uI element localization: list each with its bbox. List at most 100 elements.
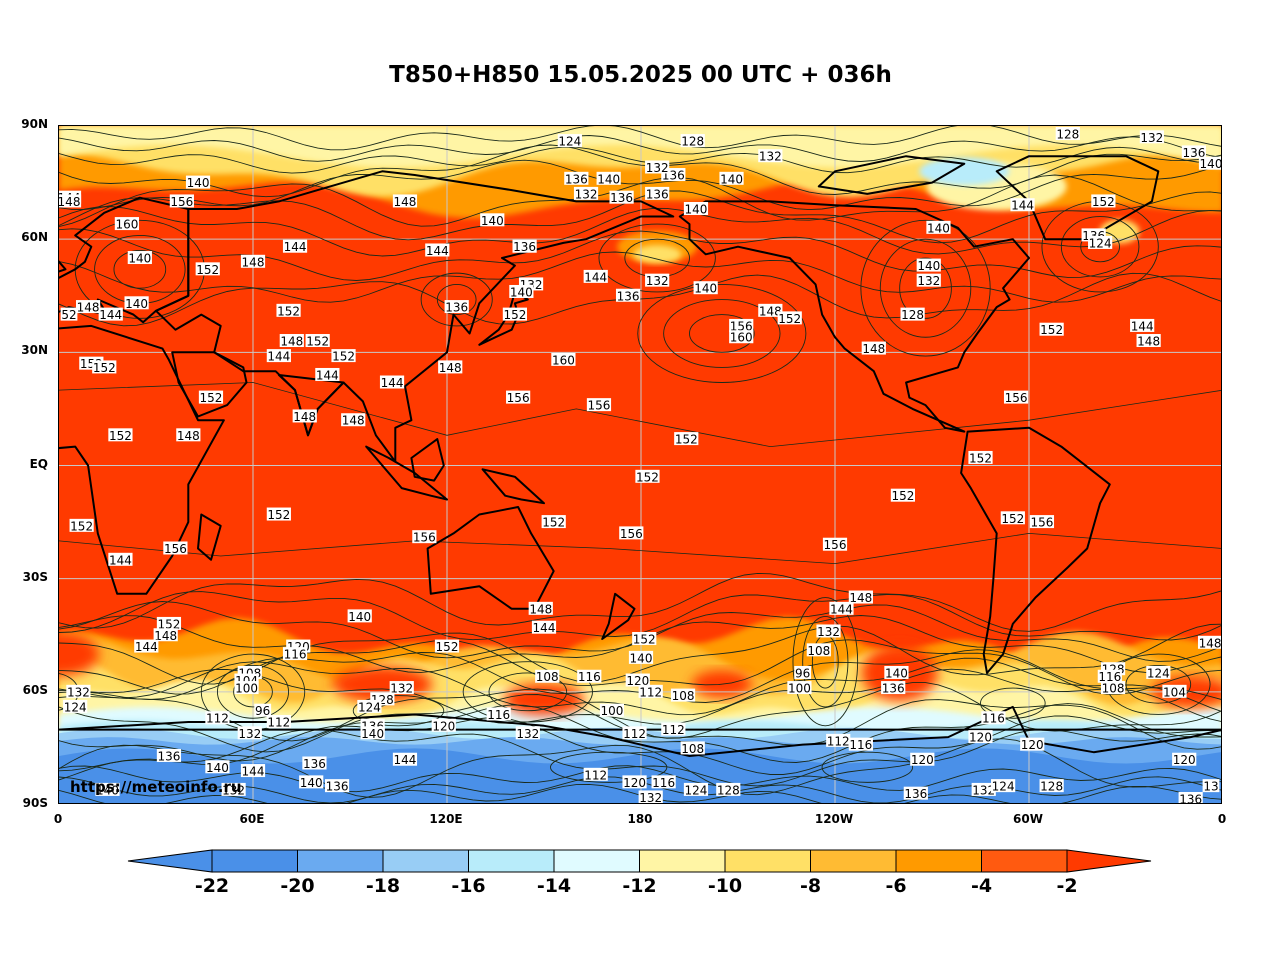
contour-label-text: 136 [617,289,640,303]
contour-label-bg [541,515,566,529]
contour-label-text: 152 [891,489,914,503]
contour-label-text: 128 [901,308,924,322]
coastlines [59,155,1221,757]
contour-label: 136 [302,756,327,771]
contour-label-bg [134,639,159,653]
contour-label-text: 132 [646,274,669,288]
contour-label-bg [848,590,873,604]
contour-label-bg [535,669,560,683]
contour-label: 116 [486,707,511,722]
contour-label: 112 [661,722,686,737]
contour-label-text: 136 [445,301,468,315]
colorbar-tick-label: -14 [536,875,572,897]
contour-label: 120 [1020,737,1045,752]
contour-label: 140 [596,171,621,186]
contour-label: 100 [787,681,812,696]
contour-label-text: 132 [516,727,539,741]
contour-label-bg [169,194,194,208]
contour-label-text: 140 [927,221,950,235]
contour-label: 13 [1202,779,1220,794]
contour-label: 148 [279,334,304,349]
contour-label: 136 [881,681,906,696]
contour-label-bg [389,681,414,695]
contour-label-text: 112 [584,768,607,782]
contour-label: 120 [910,752,935,767]
contour-label-bg [266,349,291,363]
contour-label: 152 [434,639,460,654]
contour-label: 152 [890,488,915,503]
contour-label: 140 [926,220,951,235]
contour-label: 156 [822,537,848,552]
contour-label-text: 148 [1199,636,1222,650]
contour-label-text: 120 [1173,753,1196,767]
contour-label-bg [1198,156,1221,170]
contour-line [59,715,1221,775]
contour-label: 112 [266,715,291,730]
contour-label: 132 [645,160,670,175]
contour-label: 136 [444,300,469,315]
contour-label-bg [509,284,534,298]
contour-label-bg [683,782,709,796]
contour-label-text: 136 [1179,793,1202,805]
colorbar-tick-label: -4 [970,875,993,897]
contour-label-bg [153,628,178,642]
contour-label: 112 [622,726,647,741]
contour-label-text: 148 [862,342,885,356]
contour-label: 132 [66,684,91,699]
contour-label: 136 [324,779,350,794]
contour-label-text: 132 [575,187,598,201]
contour-label: 140 [95,782,120,797]
contour-label-bg [69,518,94,532]
contour-label: 144 [829,601,854,616]
contour-label-text: 96 [795,666,810,680]
contour-label-text: 152 [436,640,459,654]
contour-label-text: 156 [1005,391,1028,405]
contour-label-bg [680,134,705,148]
contour-label-text: 112 [639,685,662,699]
contour-label-text: 124 [1147,666,1170,680]
colorbar-tick-label: -20 [280,875,315,897]
contour-label-text: 116 [849,738,872,752]
contour-label-bg [531,620,557,634]
contour-label-text: 140 [630,651,653,665]
contour-label-bg [276,303,301,317]
map-panel: 1241281321361401361401321281321361401441… [58,125,1222,804]
contour-label-bg [903,786,928,800]
contour-label-text: 132 [238,727,261,741]
contour-label: 124 [1146,665,1171,680]
contour-label-text: 108 [681,742,704,756]
coastline-greenland [995,155,1160,241]
contour-label: 144 [108,552,133,567]
coastline-europe [59,196,190,324]
contour-label: 140 [1198,156,1221,171]
contour-cell [792,597,859,727]
contour-label-text: 112 [623,727,646,741]
colorbar-tick-label: -12 [622,875,657,897]
contour-line [59,159,1221,211]
contour-line [59,190,1221,244]
contour-label: 116 [577,669,602,684]
contour-label-bg [357,699,382,713]
contour-label: 132 [758,149,783,164]
contour-label: 140 [693,281,718,296]
contour-label: 128 [680,134,705,149]
contour-label-text: 128 [1056,128,1079,142]
contour-label-bg [551,352,576,366]
contour-label: 148 [341,413,366,428]
colorbar-bin [981,849,1068,873]
contour-label-bg [92,360,117,374]
contour-label-text: 152 [70,519,93,533]
contour-label: 148 [438,360,463,375]
contour-label: 136 [615,288,641,303]
contour-label-bg [926,220,951,234]
contour-label-bg [1136,334,1161,348]
contour-label-bg [1181,145,1206,159]
contour-label-bg [221,782,246,796]
contour-label-text: 136 [904,787,927,801]
contour-label: 152 [635,469,660,484]
contour-label: 108 [806,643,831,658]
contour-label-bg [861,341,886,355]
contour-label: 124 [557,134,582,149]
contour-cell [899,257,952,319]
contour-label-bg [583,767,608,781]
